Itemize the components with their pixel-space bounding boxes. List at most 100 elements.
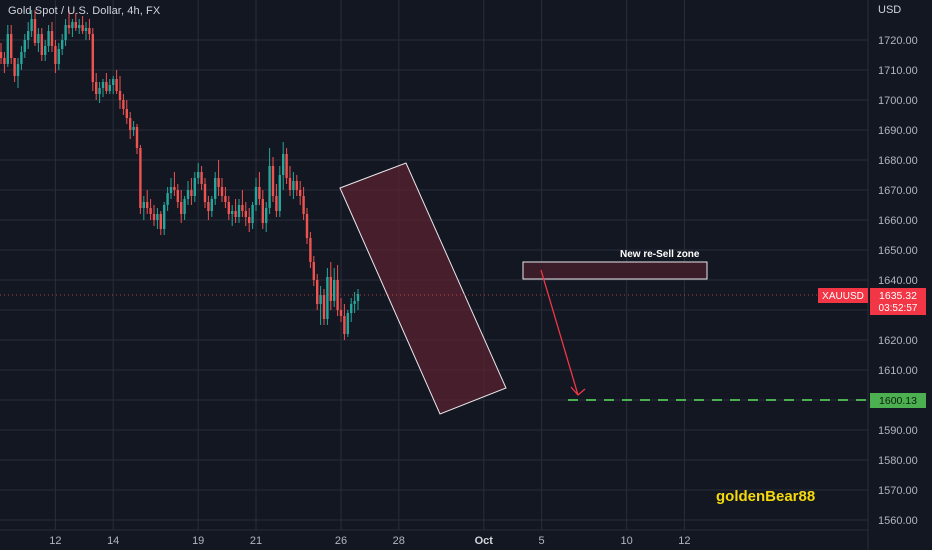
candle-body[interactable] <box>302 196 305 214</box>
candle-body[interactable] <box>132 127 135 130</box>
candle-body[interactable] <box>101 82 105 88</box>
candle-body[interactable] <box>220 187 224 196</box>
candle-body[interactable] <box>193 178 196 196</box>
candle-body[interactable] <box>91 34 94 82</box>
candle-body[interactable] <box>40 34 43 55</box>
candle-body[interactable] <box>241 205 244 211</box>
candle-body[interactable] <box>224 196 227 202</box>
candle-body[interactable] <box>108 85 111 91</box>
candle-body[interactable] <box>112 79 115 85</box>
candle-body[interactable] <box>316 280 319 304</box>
candle-body[interactable] <box>159 214 162 229</box>
projection-arrow[interactable] <box>540 269 579 396</box>
resell-zone-box[interactable] <box>522 261 708 280</box>
candle-body[interactable] <box>200 172 203 184</box>
candle-body[interactable] <box>61 40 64 49</box>
descending-channel[interactable] <box>339 162 507 415</box>
candle-body[interactable] <box>186 190 190 199</box>
candle-body[interactable] <box>146 202 149 208</box>
symbol-title[interactable]: Gold Spot / U.S. Dollar, 4h, FX <box>8 5 161 17</box>
candle-body[interactable] <box>261 199 264 223</box>
candle-body[interactable] <box>292 181 295 190</box>
candle-body[interactable] <box>6 34 9 64</box>
candle-body[interactable] <box>166 193 169 205</box>
candle-body[interactable] <box>98 88 101 94</box>
candle-body[interactable] <box>190 190 193 196</box>
candle-body[interactable] <box>84 28 88 31</box>
candle-body[interactable] <box>27 31 30 40</box>
candle-body[interactable] <box>214 178 217 199</box>
candle-body[interactable] <box>353 301 356 304</box>
candle-body[interactable] <box>23 40 26 52</box>
candle-body[interactable] <box>129 118 132 130</box>
candle-body[interactable] <box>71 22 74 28</box>
candle-body[interactable] <box>30 19 33 31</box>
candle-body[interactable] <box>336 280 339 310</box>
candle-body[interactable] <box>234 211 237 217</box>
candle-body[interactable] <box>326 277 329 319</box>
candle-body[interactable] <box>74 22 77 28</box>
candle-body[interactable] <box>258 187 261 199</box>
candle-body[interactable] <box>268 166 271 208</box>
candle-body[interactable] <box>67 25 71 28</box>
candle-body[interactable] <box>265 208 268 223</box>
candle-body[interactable] <box>244 211 247 217</box>
candle-body[interactable] <box>217 178 220 187</box>
time-axis[interactable]: 12 14 19 21 26 28 Oct 5 10 12 <box>49 535 690 547</box>
candle-body[interactable] <box>299 190 302 196</box>
candle-body[interactable] <box>278 175 281 211</box>
candle-body[interactable] <box>176 190 179 202</box>
candle-body[interactable] <box>197 172 200 178</box>
candle-body[interactable] <box>203 184 207 202</box>
candle-body[interactable] <box>333 280 336 301</box>
candle-body[interactable] <box>309 238 312 262</box>
candle-body[interactable] <box>118 91 122 100</box>
candle-body[interactable] <box>13 58 16 76</box>
candle-body[interactable] <box>169 187 173 193</box>
candle-body[interactable] <box>122 100 125 109</box>
candle-body[interactable] <box>322 295 326 319</box>
candle-body[interactable] <box>139 148 142 208</box>
candle-body[interactable] <box>78 25 81 28</box>
candle-body[interactable] <box>343 316 346 334</box>
candle-body[interactable] <box>210 199 213 211</box>
candle-body[interactable] <box>163 205 166 229</box>
candle-body[interactable] <box>248 217 251 223</box>
candle-body[interactable] <box>288 178 292 190</box>
candle-body[interactable] <box>0 52 3 58</box>
candle-body[interactable] <box>329 277 332 301</box>
axis-currency-label[interactable]: USD <box>878 4 902 16</box>
candle-body[interactable] <box>57 49 60 64</box>
candle-body[interactable] <box>271 166 275 196</box>
candle-body[interactable] <box>319 295 322 304</box>
candle-body[interactable] <box>47 31 50 46</box>
candle-body[interactable] <box>295 181 298 190</box>
candle-body[interactable] <box>356 294 360 301</box>
candles[interactable] <box>0 10 360 340</box>
candle-body[interactable] <box>180 202 183 214</box>
drawings[interactable]: New re-Sell zone <box>0 162 868 415</box>
candle-body[interactable] <box>142 202 145 208</box>
candle-body[interactable] <box>115 79 118 91</box>
candle-body[interactable] <box>81 25 84 31</box>
candle-body[interactable] <box>305 214 309 238</box>
candle-body[interactable] <box>3 58 6 64</box>
candle-body[interactable] <box>88 28 91 34</box>
candle-body[interactable] <box>156 214 159 220</box>
candle-body[interactable] <box>20 52 23 64</box>
candle-body[interactable] <box>44 46 47 55</box>
candle-body[interactable] <box>339 310 343 316</box>
candle-body[interactable] <box>10 34 13 58</box>
candle-body[interactable] <box>173 187 176 190</box>
candle-body[interactable] <box>95 82 98 94</box>
candle-body[interactable] <box>282 154 285 175</box>
candle-body[interactable] <box>37 34 40 43</box>
candle-body[interactable] <box>207 202 210 211</box>
candle-body[interactable] <box>254 187 258 205</box>
candle-body[interactable] <box>149 208 152 214</box>
candle-body[interactable] <box>33 19 37 43</box>
candle-body[interactable] <box>50 31 54 46</box>
candle-body[interactable] <box>54 46 57 64</box>
